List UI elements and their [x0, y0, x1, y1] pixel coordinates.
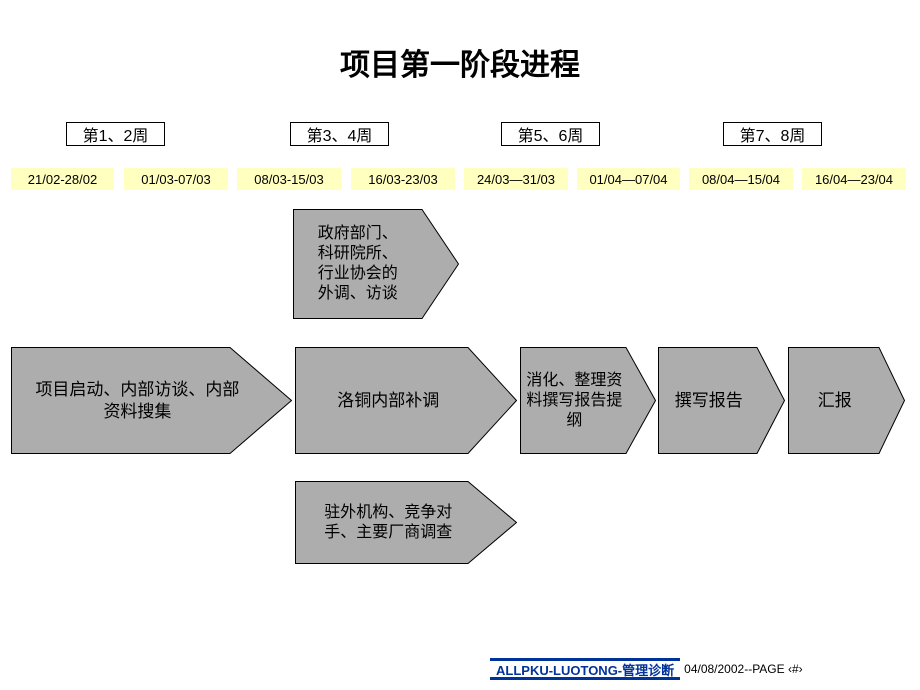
arrow-text-project-start: 项目启动、内部访谈、内部资料搜集	[11, 347, 292, 454]
date-cell-5: 24/03—31/03	[464, 168, 568, 190]
footer-right: 04/08/2002--PAGE ‹#›	[680, 658, 910, 680]
week-label-3: 第5、6周	[501, 122, 600, 146]
footer-bar: ALLPKU-LUOTONG-管理诊断 04/08/2002--PAGE ‹#›	[490, 658, 910, 680]
week-label-4: 第7、8周	[723, 122, 822, 146]
footer-left: ALLPKU-LUOTONG-管理诊断	[490, 658, 680, 680]
date-cell-2: 01/03-07/03	[124, 168, 228, 190]
arrow-gov-dept: 政府部门、 科研院所、 行业协会的 外调、访谈	[293, 209, 459, 319]
date-cell-7: 08/04—15/04	[689, 168, 793, 190]
date-cell-1: 21/02-28/02	[11, 168, 114, 190]
arrow-report-out: 汇报	[788, 347, 905, 454]
arrow-text-gov-dept: 政府部门、 科研院所、 行业协会的 外调、访谈	[293, 209, 459, 319]
week-label-1: 第1、2周	[66, 122, 165, 146]
arrow-digest-outline: 消化、整理资料撰写报告提纲	[520, 347, 656, 454]
date-cell-6: 01/04—07/04	[577, 168, 680, 190]
week-label-2: 第3、4周	[290, 122, 389, 146]
arrow-external-survey: 驻外机构、竞争对手、主要厂商调查	[295, 481, 517, 564]
arrow-text-digest-outline: 消化、整理资料撰写报告提纲	[520, 347, 656, 454]
arrow-text-external-survey: 驻外机构、竞争对手、主要厂商调查	[295, 481, 517, 564]
date-cell-8: 16/04—23/04	[802, 168, 906, 190]
arrow-text-write-report: 撰写报告	[658, 347, 785, 454]
arrow-project-start: 项目启动、内部访谈、内部资料搜集	[11, 347, 292, 454]
page-title: 项目第一阶段进程	[0, 40, 920, 84]
date-cell-3: 08/03-15/03	[237, 168, 341, 190]
arrow-write-report: 撰写报告	[658, 347, 785, 454]
arrow-text-report-out: 汇报	[788, 347, 905, 454]
date-cell-4: 16/03-23/03	[351, 168, 455, 190]
arrow-text-internal-supp: 洛铜内部补调	[295, 347, 517, 454]
arrow-internal-supp: 洛铜内部补调	[295, 347, 517, 454]
